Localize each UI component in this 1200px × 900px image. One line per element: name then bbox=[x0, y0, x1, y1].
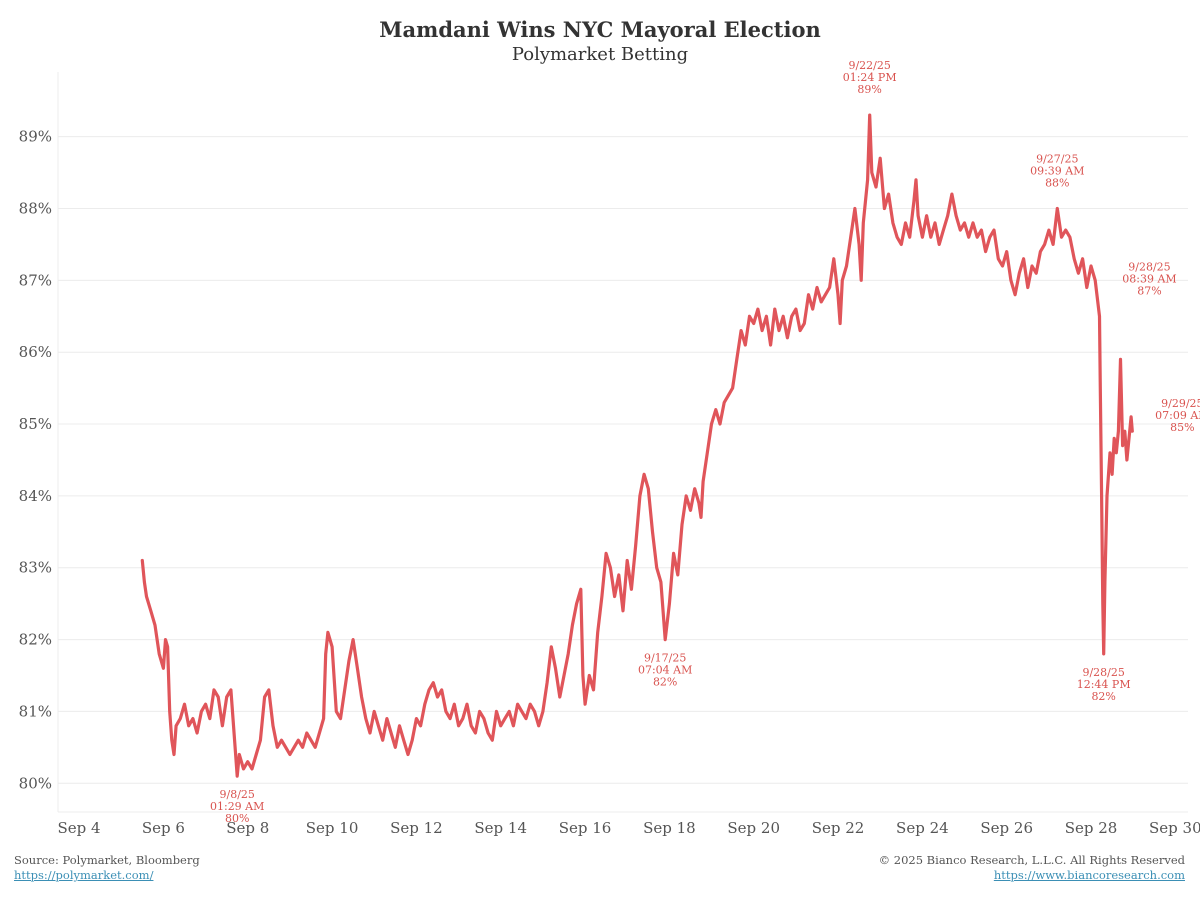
annotation-text: 08:39 AM bbox=[1122, 272, 1176, 285]
annotation-text: 9/28/25 bbox=[1128, 260, 1170, 273]
annotation-text: 80% bbox=[225, 812, 249, 825]
x-tick-label: Sep 8 bbox=[226, 819, 269, 837]
annotation-text: 85% bbox=[1170, 421, 1194, 434]
y-axis: 80% 81% 82% 83% 84% 85% 86% 87% 88% 89% bbox=[19, 128, 52, 793]
x-tick-label: Sep 30 bbox=[1149, 819, 1200, 837]
annotation-text: 9/22/25 bbox=[848, 59, 890, 72]
copyright-text: © 2025 Bianco Research, L.L.C. All Right… bbox=[878, 853, 1185, 867]
x-tick-label: Sep 18 bbox=[643, 819, 696, 837]
source-link[interactable]: https://polymarket.com/ bbox=[14, 868, 154, 882]
y-tick-label: 85% bbox=[19, 415, 52, 433]
annotation-text: 82% bbox=[653, 676, 677, 689]
series-layer bbox=[140, 113, 1134, 778]
x-tick-label: Sep 26 bbox=[980, 819, 1033, 837]
x-tick-label: Sep 6 bbox=[142, 819, 185, 837]
x-tick-label: Sep 24 bbox=[896, 819, 949, 837]
x-tick-label: Sep 4 bbox=[58, 819, 101, 837]
annotation-text: 9/28/25 bbox=[1082, 666, 1124, 679]
y-tick-label: 89% bbox=[19, 128, 52, 146]
y-tick-label: 86% bbox=[19, 343, 52, 361]
y-tick-label: 88% bbox=[19, 200, 52, 218]
annotation-text: 89% bbox=[857, 83, 881, 96]
x-tick-label: Sep 22 bbox=[812, 819, 865, 837]
y-tick-label: 87% bbox=[19, 271, 52, 289]
x-tick-label: Sep 28 bbox=[1065, 819, 1118, 837]
y-tick-label: 83% bbox=[19, 559, 52, 577]
x-tick-label: Sep 14 bbox=[474, 819, 527, 837]
x-tick-label: Sep 12 bbox=[390, 819, 443, 837]
annotation-text: 01:24 PM bbox=[843, 71, 897, 84]
y-tick-label: 81% bbox=[19, 702, 52, 720]
annotation-text: 09:39 AM bbox=[1030, 165, 1084, 178]
x-tick-label: Sep 20 bbox=[727, 819, 780, 837]
annotation-text: 9/27/25 bbox=[1036, 153, 1078, 166]
y-tick-label: 84% bbox=[19, 487, 52, 505]
annotation-text: 01:29 AM bbox=[210, 800, 264, 813]
source-text: Source: Polymarket, Bloomberg bbox=[14, 853, 200, 867]
annotation-text: 9/17/25 bbox=[644, 652, 686, 665]
chart-title: Mamdani Wins NYC Mayoral Election bbox=[379, 17, 820, 42]
chart-subtitle: Polymarket Betting bbox=[512, 44, 688, 65]
y-tick-label: 82% bbox=[19, 631, 52, 649]
series-line bbox=[140, 113, 1134, 778]
annotation-text: 12:44 PM bbox=[1077, 678, 1131, 691]
annotation-text: 9/8/25 bbox=[219, 788, 254, 801]
x-axis: Sep 4 Sep 6 Sep 8 Sep 10 Sep 12 Sep 14 Sep 16 S… bbox=[58, 819, 1200, 837]
site-link[interactable]: https://www.biancoresearch.com bbox=[993, 868, 1185, 882]
y-tick-label: 80% bbox=[19, 774, 52, 792]
annotation-text: 87% bbox=[1137, 284, 1161, 297]
annotation-text: 88% bbox=[1045, 177, 1069, 190]
footer-copyright: © 2025 Bianco Research, L.L.C. All Right… bbox=[879, 853, 1185, 883]
grid-lines bbox=[57, 72, 1188, 813]
annotation-text: 82% bbox=[1091, 690, 1115, 703]
x-tick-label: Sep 10 bbox=[306, 819, 359, 837]
x-tick-label: Sep 16 bbox=[559, 819, 612, 837]
annotation-text: 9/29/25 bbox=[1161, 397, 1200, 410]
footer-source: Source: Polymarket, Bloomberg https://po… bbox=[14, 853, 200, 883]
annotation-text: 07:04 AM bbox=[638, 664, 692, 677]
annotation-text: 07:09 AM bbox=[1155, 409, 1200, 422]
